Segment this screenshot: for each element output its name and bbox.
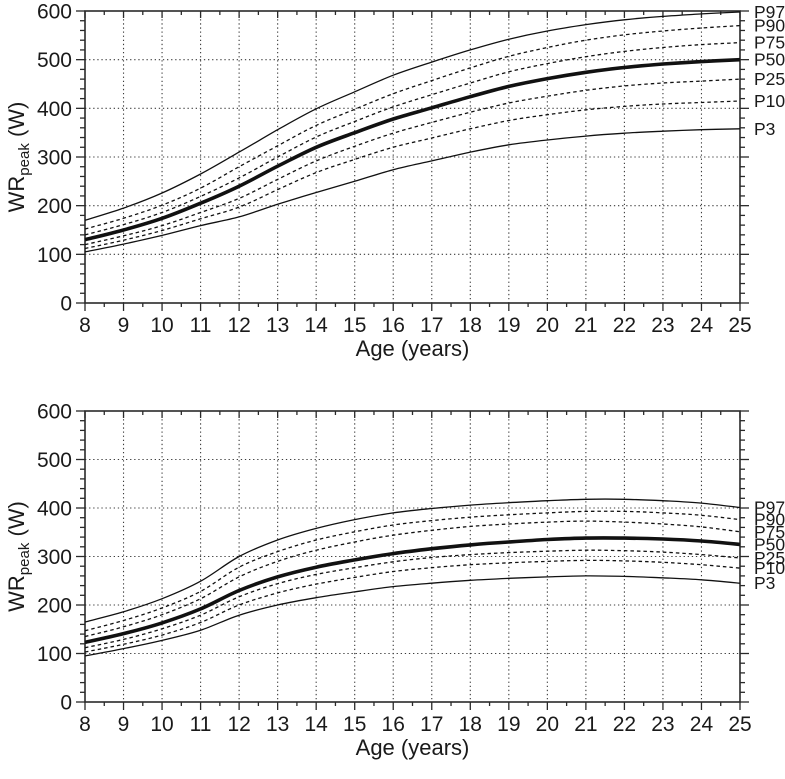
series-P75-curve bbox=[84, 41, 741, 236]
x-tick-label: 12 bbox=[227, 314, 250, 337]
plot-frame bbox=[84, 410, 741, 703]
y-tick-label: 600 bbox=[37, 401, 72, 424]
series-label-P25: P25 bbox=[754, 548, 785, 568]
series-P10-curve bbox=[84, 100, 741, 250]
y-tick-label: 300 bbox=[37, 147, 72, 170]
grid bbox=[85, 11, 740, 303]
y-axis-title: WRpeak (W) bbox=[4, 102, 33, 213]
series-label-P75: P75 bbox=[754, 522, 785, 542]
x-tick-label: 25 bbox=[728, 713, 751, 736]
x-tick-label: 24 bbox=[690, 713, 714, 736]
x-tick-label: 20 bbox=[536, 713, 559, 736]
x-tick-label: 20 bbox=[536, 314, 559, 337]
y-tick-label: 0 bbox=[60, 293, 72, 316]
x-tick-label: 13 bbox=[266, 713, 289, 736]
series-label-P90: P90 bbox=[754, 16, 785, 36]
x-tick-label: 8 bbox=[79, 713, 91, 736]
x-tick-label: 8 bbox=[79, 314, 91, 337]
y-tick-label: 0 bbox=[60, 692, 72, 715]
x-tick-label: 10 bbox=[150, 314, 173, 337]
series-label-P90: P90 bbox=[754, 510, 785, 530]
x-tick-label: 18 bbox=[459, 713, 482, 736]
series-P3-curve bbox=[84, 128, 741, 253]
y-tick-label: 400 bbox=[37, 98, 72, 121]
series-label-P25: P25 bbox=[754, 69, 785, 89]
y-tick-label: 400 bbox=[37, 498, 72, 521]
x-tick-label: 14 bbox=[304, 713, 328, 736]
x-tick-label: 25 bbox=[728, 314, 751, 337]
x-tick-label: 10 bbox=[150, 713, 173, 736]
x-tick-label: 17 bbox=[420, 314, 443, 337]
y-tick-label: 200 bbox=[37, 595, 72, 618]
series-P90-curve bbox=[84, 24, 741, 230]
series-P97-curve bbox=[84, 11, 741, 221]
y-tick-label: 500 bbox=[37, 49, 72, 72]
x-tick-label: 22 bbox=[613, 713, 636, 736]
series-label-P3: P3 bbox=[754, 573, 775, 593]
x-tick-label: 14 bbox=[304, 314, 328, 337]
x-tick-label: 15 bbox=[343, 713, 366, 736]
chart-panel-bottom: 0 100 200 300 400 500 600 8 9 10 11 12 13 14 15 16 17 18 1… bbox=[4, 401, 785, 761]
x-axis-title: Age (years) bbox=[356, 336, 470, 361]
series-P50-curve bbox=[84, 57, 741, 242]
series-label-P97: P97 bbox=[754, 498, 785, 518]
series-P90-curve bbox=[84, 510, 741, 632]
x-tick-label: 21 bbox=[574, 314, 597, 337]
x-tick-label: 18 bbox=[459, 314, 482, 337]
series-P50-curve bbox=[84, 536, 741, 645]
series-label-P50: P50 bbox=[754, 50, 785, 70]
x-tick-label: 22 bbox=[613, 314, 636, 337]
x-axis-title: Age (years) bbox=[356, 735, 470, 760]
y-tick-label: 300 bbox=[37, 546, 72, 569]
x-tick-label: 17 bbox=[420, 713, 443, 736]
grid bbox=[85, 411, 740, 702]
x-tick-label: 19 bbox=[497, 713, 520, 736]
x-tick-label: 9 bbox=[118, 314, 130, 337]
ticks bbox=[76, 410, 749, 710]
series-P75-curve bbox=[84, 520, 741, 638]
x-tick-label: 19 bbox=[497, 314, 520, 337]
x-tick-label: 11 bbox=[190, 314, 212, 337]
x-tick-label: 16 bbox=[382, 314, 405, 337]
y-tick-label: 200 bbox=[37, 195, 72, 218]
x-tick-label: 12 bbox=[227, 713, 250, 736]
x-tick-label: 24 bbox=[690, 314, 714, 337]
series-label-P50: P50 bbox=[754, 534, 785, 554]
y-tick-label: 600 bbox=[37, 1, 72, 24]
series-label-P97: P97 bbox=[754, 2, 785, 22]
series-label-P10: P10 bbox=[754, 91, 785, 111]
x-tick-label: 23 bbox=[651, 314, 674, 337]
plot-frame bbox=[84, 10, 741, 304]
series-P10-curve bbox=[84, 559, 741, 653]
x-tick-label: 9 bbox=[118, 713, 130, 736]
y-tick-label: 500 bbox=[37, 449, 72, 472]
x-tick-label: 21 bbox=[574, 713, 597, 736]
series-label-P3: P3 bbox=[754, 119, 775, 139]
y-tick-label: 100 bbox=[37, 244, 72, 267]
series-P97-curve bbox=[84, 498, 741, 623]
chart-panel-top: 0 100 200 300 400 500 600 8 9 10 11 12 13 14 15 16 17 18 1… bbox=[4, 1, 785, 362]
x-tick-label: 11 bbox=[190, 713, 212, 736]
series-P25-curve bbox=[84, 78, 741, 246]
series-label-P10: P10 bbox=[754, 558, 785, 578]
ticks bbox=[76, 10, 749, 311]
series-label-P75: P75 bbox=[754, 33, 785, 53]
series-P3-curve bbox=[84, 575, 741, 657]
x-tick-label: 13 bbox=[266, 314, 289, 337]
y-tick-label: 100 bbox=[37, 643, 72, 666]
series-P25-curve bbox=[84, 549, 741, 649]
x-tick-label: 16 bbox=[382, 713, 405, 736]
y-axis-title: WRpeak (W) bbox=[4, 501, 33, 612]
x-tick-label: 23 bbox=[651, 713, 674, 736]
x-tick-label: 15 bbox=[343, 314, 366, 337]
